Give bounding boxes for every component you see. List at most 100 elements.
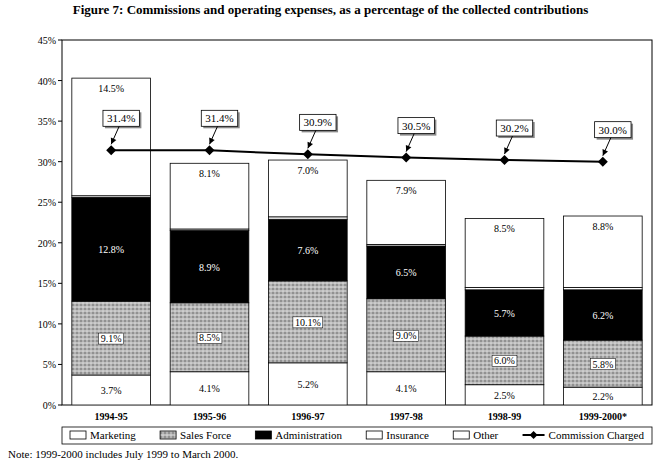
data-label: 5.8% <box>592 359 613 370</box>
data-label-bg <box>99 333 124 344</box>
bar-segment <box>367 246 446 299</box>
legend-label: Marketing <box>90 429 136 441</box>
data-label-bg <box>197 332 222 343</box>
y-tick <box>58 405 62 406</box>
data-label-bg <box>492 355 517 366</box>
y-tick-label: 35% <box>38 116 56 127</box>
legend-box <box>62 427 652 444</box>
data-label: 6.2% <box>592 310 613 321</box>
data-label-bg <box>590 359 615 370</box>
line-label: 30.2% <box>500 122 528 134</box>
label-arrowhead <box>111 138 116 145</box>
x-tick-label: 1997-98 <box>389 411 422 422</box>
plot-frame <box>62 40 652 405</box>
y-tick <box>58 364 62 365</box>
line-marker <box>598 157 608 167</box>
label-arrowhead <box>603 149 608 156</box>
bar-segment <box>269 363 348 405</box>
marks <box>72 78 642 405</box>
legend-item: Commission Charged <box>523 429 645 441</box>
legend-item: Marketing <box>70 429 136 441</box>
bar-segment <box>465 385 544 405</box>
legend-label: Other <box>473 429 498 441</box>
label-arrow <box>308 130 316 148</box>
chart-canvas: 0%5%10%15%20%25%30%35%40%45%1994-951995-… <box>0 0 661 464</box>
label-box <box>201 110 237 126</box>
y-tick <box>58 323 62 324</box>
bar-segment <box>367 299 446 372</box>
y-tick <box>58 80 62 81</box>
label-box <box>300 114 336 130</box>
data-label: 4.1% <box>396 383 417 394</box>
y-tick <box>58 40 62 41</box>
data-label: 2.5% <box>494 390 515 401</box>
label-box <box>103 110 139 126</box>
x-tick-label: 1994-95 <box>94 411 127 422</box>
data-label: 6.0% <box>494 355 515 366</box>
data-label: 5.2% <box>297 379 318 390</box>
data-label: 8.5% <box>494 223 515 234</box>
data-label: 3.7% <box>101 385 122 396</box>
data-label: 9.0% <box>396 330 417 341</box>
note: Note: 1999-2000 includes July 1999 to Ma… <box>8 448 239 460</box>
line-marker <box>401 153 411 163</box>
labels: 3.7%4.1%5.2%4.1%2.5%2.2%9.1%8.5%10.1%9.0… <box>98 83 633 402</box>
legend-swatch <box>255 431 271 439</box>
label-box <box>595 122 631 138</box>
legend-item: Other <box>453 429 498 441</box>
legend-swatch <box>70 431 86 439</box>
bar-segment <box>564 387 643 405</box>
line-label: 31.4% <box>205 112 233 124</box>
line-marker <box>205 145 215 155</box>
y-tick <box>58 121 62 122</box>
label-arrowhead <box>209 138 214 145</box>
line-label: 30.9% <box>304 116 332 128</box>
y-tick-label: 30% <box>38 157 56 168</box>
y-tick-label: 40% <box>38 76 56 87</box>
y-tick-label: 0% <box>43 400 56 411</box>
bar-segment <box>170 303 249 372</box>
bar-segment <box>170 372 249 405</box>
label-box <box>496 120 532 136</box>
line-label: 30.0% <box>599 124 627 136</box>
label-arrow <box>210 126 218 144</box>
y-tick-label: 20% <box>38 238 56 249</box>
legend-swatch <box>160 431 176 439</box>
data-label: 8.1% <box>199 168 220 179</box>
data-label-bg <box>293 317 323 328</box>
bar-segment <box>367 372 446 405</box>
line-marker <box>500 155 510 165</box>
legend-label: Insurance <box>386 429 429 441</box>
data-label: 4.1% <box>199 383 220 394</box>
data-label: 2.2% <box>592 391 613 402</box>
x-tick-label: 1995-96 <box>193 411 226 422</box>
data-label: 7.9% <box>396 185 417 196</box>
label-arrow <box>406 134 414 152</box>
x-tick-label: 1999-2000* <box>579 411 627 422</box>
y-tick <box>58 242 62 243</box>
bar-segment <box>564 216 643 287</box>
y-tick-label: 15% <box>38 278 56 289</box>
data-label: 6.5% <box>396 267 417 278</box>
data-label: 8.5% <box>199 332 220 343</box>
line-label: 30.5% <box>402 120 430 132</box>
bar-segment <box>465 336 544 385</box>
label-box <box>398 118 434 134</box>
bar-segment <box>367 180 446 244</box>
y-tick-label: 10% <box>38 319 56 330</box>
y-tick <box>58 161 62 162</box>
bar-segment <box>269 219 348 281</box>
x-tick-label: 1998-99 <box>488 411 521 422</box>
bar-segment <box>72 78 151 196</box>
data-label: 14.5% <box>98 83 124 94</box>
label-arrowhead <box>406 145 411 152</box>
legend-swatch <box>366 431 382 439</box>
bar-segment <box>170 163 249 229</box>
bar-segment <box>269 160 348 217</box>
data-label: 12.8% <box>98 244 124 255</box>
chart-title: Figure 7: Commissions and operating expe… <box>20 2 641 17</box>
legend-item: Administration <box>255 429 342 441</box>
label-arrowhead <box>504 147 509 154</box>
bar-segment <box>72 301 151 375</box>
line-marker <box>106 145 116 155</box>
